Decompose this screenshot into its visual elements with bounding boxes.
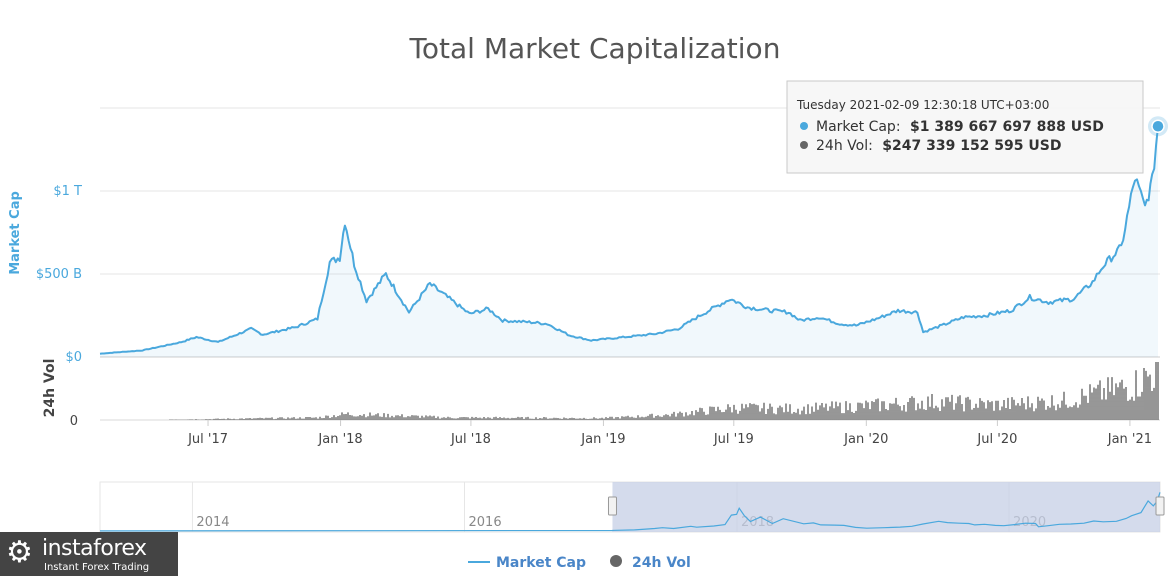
x-tick-label: Jul '18 xyxy=(450,432,491,447)
navigator-handle-right[interactable] xyxy=(1155,496,1165,516)
navigator-tick-label: 2016 xyxy=(469,515,502,530)
legend: Market Cap 24h Vol xyxy=(468,555,691,571)
legend-item-market-cap[interactable]: Market Cap xyxy=(468,555,586,571)
y-tick-label: $1 T xyxy=(53,184,82,199)
navigator-tick-label: 2014 xyxy=(196,515,229,530)
y-tick-label: $0 xyxy=(65,350,82,365)
instaforex-logo: ⚙ instaforex Instant Forex Trading xyxy=(0,532,178,576)
tooltip: Tuesday 2021-02-09 12:30:18 UTC+03:00 Ma… xyxy=(786,80,1144,174)
x-tick-label: Jul '17 xyxy=(187,432,228,447)
x-tick-label: Jul '19 xyxy=(713,432,754,447)
volume-tick-label: 0 xyxy=(70,414,78,429)
legend-item-24h-vol[interactable]: 24h Vol xyxy=(610,555,691,571)
navigator-line xyxy=(99,492,1161,532)
x-tick-label: Jul '20 xyxy=(976,432,1017,447)
navigator[interactable]: 2014201620182020 xyxy=(99,481,1165,533)
y-axis-ticks: $0 $500 B $1 T xyxy=(36,184,82,365)
x-tick-label: Jan '18 xyxy=(317,432,362,447)
tooltip-date: Tuesday 2021-02-09 12:30:18 UTC+03:00 xyxy=(796,98,1049,112)
y-axis-title: Market Cap xyxy=(8,191,23,275)
x-tick-label: Jan '21 xyxy=(1107,432,1152,447)
tooltip-vol-row: 24h Vol: $247 339 152 595 USD xyxy=(816,138,1061,154)
chart-title: Total Market Capitalization xyxy=(409,32,781,65)
tooltip-vol-label: 24h Vol: xyxy=(816,138,873,154)
x-tick-label: Jan '20 xyxy=(843,432,888,447)
tooltip-market-cap-dot xyxy=(800,122,808,130)
tooltip-market-cap-value: $1 389 667 697 888 USD xyxy=(910,119,1104,135)
x-axis-ticks: Jul '17 Jan '18 Jul '18 Jan '19 Jul '19 Jan '… xyxy=(187,420,1152,447)
logo-tagline: Instant Forex Trading xyxy=(44,562,150,573)
market-cap-line xyxy=(99,126,1159,355)
x-tick-label: Jan '19 xyxy=(580,432,625,447)
gear-icon: ⚙ xyxy=(6,535,33,570)
tooltip-market-cap-row: Market Cap: $1 389 667 697 888 USD xyxy=(816,119,1104,135)
navigator-handle-left[interactable] xyxy=(607,496,617,516)
market-cap-area xyxy=(100,126,1158,357)
logo-name: instaforex xyxy=(42,536,147,561)
y-tick-label: $500 B xyxy=(36,267,82,282)
hover-point[interactable] xyxy=(1151,119,1165,134)
tooltip-market-cap-label: Market Cap: xyxy=(816,119,901,135)
legend-label-24h-vol: 24h Vol xyxy=(632,555,691,571)
tooltip-vol-dot xyxy=(800,141,808,149)
navigator-selection[interactable] xyxy=(612,482,1160,532)
volume-axis-title: 24h Vol xyxy=(42,359,58,418)
volume-bars xyxy=(169,362,1159,420)
tooltip-vol-value: $247 339 152 595 USD xyxy=(882,138,1061,154)
legend-label-market-cap: Market Cap xyxy=(496,555,586,571)
